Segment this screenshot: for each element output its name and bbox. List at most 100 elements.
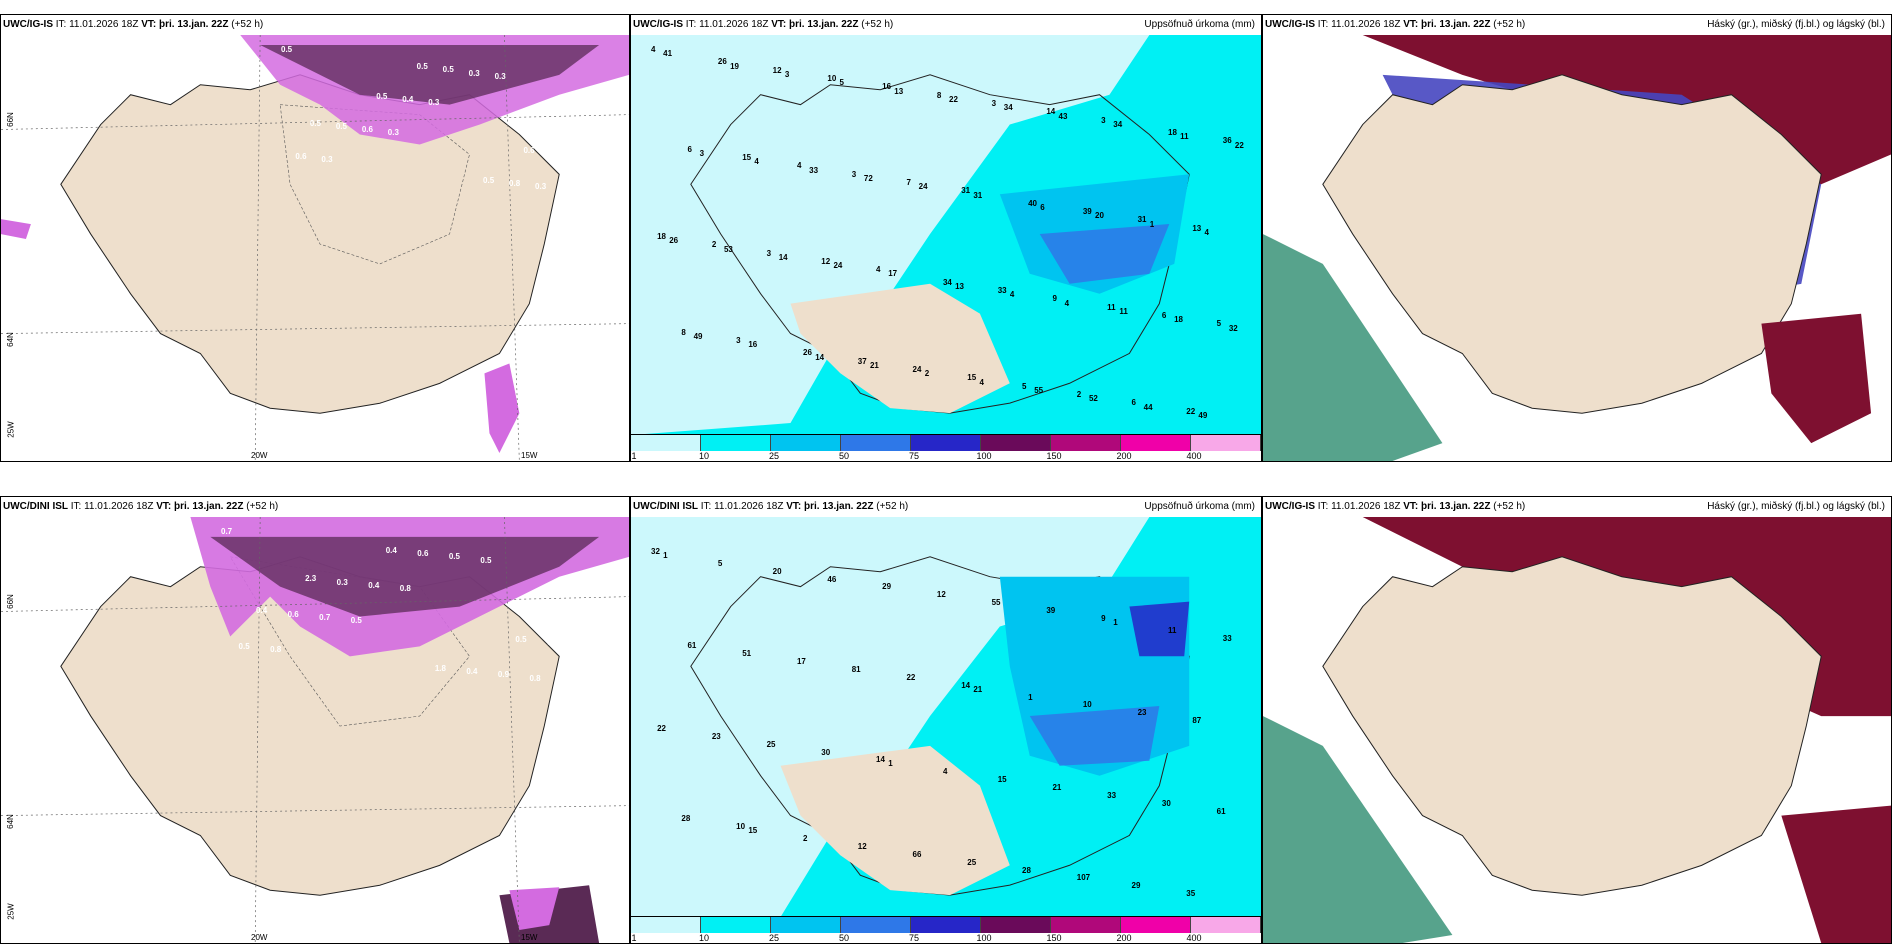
map-value-label: 2: [711, 240, 717, 250]
valid-time: þri. 13.jan. 22Z: [159, 19, 229, 30]
map-value-label: 22: [657, 723, 666, 733]
high-cloud-area-2: [1761, 313, 1872, 444]
map-value-label: 0.9: [497, 670, 510, 680]
valid-time: þri. 13.jan. 22Z: [174, 501, 244, 512]
map-value-label: 0.5: [448, 552, 460, 562]
legend-tick-label: 50: [838, 933, 850, 943]
model-source: UWC/DINI ISL: [633, 501, 698, 512]
map-value-label: 9: [1101, 613, 1106, 623]
map-value-label: 12: [821, 257, 831, 267]
map-value-label: 22: [949, 94, 958, 104]
map-value-label: 26: [803, 348, 812, 358]
map-value-label: 43: [1058, 111, 1068, 121]
map-value-label: 4: [942, 767, 948, 777]
map-value-label: 30: [1161, 798, 1171, 808]
map-value-label: 26: [717, 57, 727, 67]
map-value-label: 0.5: [416, 62, 428, 72]
init-time: IT: 11.01.2026 18Z: [685, 19, 769, 30]
model-source: UWC/DINI ISL: [3, 501, 68, 512]
iceland-landmass: [690, 556, 1190, 896]
legend-tick-label: 150: [1046, 933, 1062, 943]
precip-map: [631, 35, 1261, 435]
lon-25-label: 25W: [6, 421, 16, 438]
map-value-label: 0.5: [480, 555, 492, 565]
cloud-map-svg: [1263, 517, 1891, 943]
map-value-label: 23: [711, 731, 721, 741]
map-value-label: 4: [876, 265, 881, 275]
map-value-label: 24: [918, 182, 928, 192]
heavy-precip-2: [1129, 601, 1190, 657]
lead-time: (+52 h): [246, 501, 279, 512]
map-value-label: 12: [772, 65, 782, 75]
map-value-label: 2.3: [305, 574, 317, 584]
map-value-label: 26: [669, 236, 679, 246]
map-value-label: 5: [1022, 381, 1027, 391]
legend-swatch: [841, 435, 911, 451]
legend-tick-label: 400: [1186, 451, 1202, 461]
map-value-label: 9: [1052, 294, 1057, 304]
legend-tick-label: 1: [631, 933, 637, 943]
map-value-label: 10: [1082, 700, 1092, 710]
valid-time: þri. 13.jan. 22Z: [789, 19, 859, 30]
map-value-label: 8: [681, 327, 686, 337]
lat-66-label: 66N: [5, 112, 15, 127]
map-value-label: 5: [1216, 319, 1222, 329]
map-value-label: 0.5: [442, 65, 454, 75]
cloud-map-svg: [1263, 35, 1891, 461]
map-value-label: 3: [766, 248, 772, 258]
legend-tick-label: 10: [698, 933, 710, 943]
lead-time: (+52 h): [1493, 19, 1526, 30]
map-value-label: 87: [1192, 716, 1202, 726]
map-value-label: 29: [882, 582, 892, 592]
valid-time-label: VT:: [156, 501, 172, 512]
map-value-label: 1: [1113, 617, 1118, 627]
legend-swatch: [771, 917, 841, 933]
init-time: IT: 11.01.2026 18Z: [700, 501, 784, 512]
map-value-label: 4: [979, 377, 984, 387]
cloud-map: [1263, 517, 1891, 943]
map-value-label: 32: [651, 547, 660, 556]
map-value-label: 37: [857, 356, 867, 366]
lead-time: (+52 h): [231, 19, 264, 30]
map-value-label: 39: [1046, 605, 1056, 615]
panel-header: UWC/DINI ISL IT: 11.01.2026 18Z VT: þri.…: [1, 497, 629, 517]
legend-swatch: [701, 917, 771, 933]
map-value-label: 0.8: [399, 584, 411, 594]
purple-small-area-2: [509, 887, 560, 931]
panel-header: UWC/IG-IS IT: 11.01.2026 18Z VT: þri. 13…: [1263, 497, 1891, 517]
map-value-label: 3: [699, 148, 705, 158]
dark-purple-area: [260, 44, 600, 105]
map-value-label: 31: [1137, 215, 1147, 225]
lead-time: (+52 h): [861, 19, 894, 30]
map-value-label: 1: [888, 759, 893, 769]
panel-header: UWC/IG-IS IT: 11.01.2026 18Z VT: þri. 13…: [1, 15, 629, 35]
map-value-label: 0.3: [336, 577, 348, 587]
map-value-label: 49: [693, 331, 703, 341]
map-value-label: 13: [955, 281, 965, 291]
lon-20-label: 20W: [251, 451, 268, 460]
legend-swatch: [911, 917, 981, 933]
precip-map-svg: [631, 517, 1261, 917]
map-value-label: 32: [1228, 323, 1238, 333]
map-value-label: 0.3: [321, 155, 333, 165]
map-value-label: 61: [687, 641, 697, 651]
map-value-label: 46: [827, 574, 837, 584]
map-value-label: 14: [778, 252, 788, 262]
map-value-label: 13: [1192, 223, 1202, 233]
map-value-label: 1.8: [434, 663, 446, 673]
map-value-label: 21: [973, 684, 983, 694]
map-value-label: 4: [1204, 227, 1209, 237]
map-value-label: 0.6: [417, 548, 429, 558]
model-source: UWC/IG-IS: [1265, 19, 1315, 30]
wind-map-svg: [1, 35, 629, 461]
map-value-label: 20: [1095, 211, 1104, 221]
panel-header: UWC/IG-IS IT: 11.01.2026 18Z VT: þri. 13…: [1263, 15, 1891, 35]
valid-time: þri. 13.jan. 22Z: [1421, 19, 1491, 30]
panel-precip-dini: UWC/DINI ISL IT: 11.01.2026 18Z VT: þri.…: [630, 496, 1262, 944]
precip-map: [631, 517, 1261, 917]
lon-15-label: 15W: [521, 451, 538, 460]
legend-swatch: [1191, 917, 1261, 933]
map-value-label: 0.3: [468, 68, 480, 78]
low-cloud-area: [1263, 234, 1443, 461]
map-value-label: 44: [1143, 402, 1153, 412]
